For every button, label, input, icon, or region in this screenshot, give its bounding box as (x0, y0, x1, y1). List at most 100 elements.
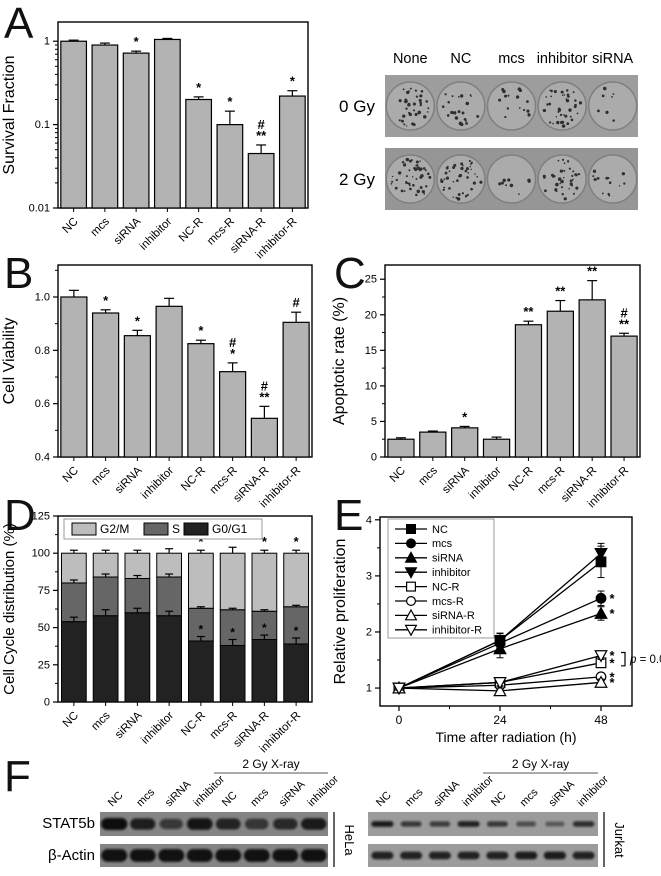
colony-dot (419, 186, 423, 189)
culture-dish (385, 81, 436, 131)
protein-band (130, 818, 156, 830)
colony-dot (563, 94, 566, 96)
colony-dot (502, 89, 506, 94)
protein-band (159, 818, 183, 830)
colony-dot (577, 172, 581, 176)
colony-dot (448, 170, 451, 173)
y-tick-label: 3 (366, 570, 372, 582)
protein-band (245, 818, 269, 830)
significance-marker: # (293, 295, 301, 310)
colony-dot (467, 171, 470, 174)
protein-band (101, 818, 128, 830)
legend-marker-NC (405, 524, 416, 535)
colony-dot (465, 122, 468, 125)
colony-dot (406, 100, 409, 103)
colony-dot (592, 175, 595, 178)
colony-dot (440, 179, 444, 183)
colony-dot (527, 113, 530, 115)
protein-band (272, 849, 299, 862)
colony-dot (504, 94, 508, 98)
colony-dot (574, 173, 578, 177)
bar-siRNA (122, 52, 150, 209)
legend-label: NC-R (432, 581, 460, 593)
colony-dot (570, 184, 574, 187)
colony-dot (575, 186, 579, 190)
colony-dot (460, 162, 464, 166)
cell-cycle-chart: 0 25 50 75 100 125 Cell Cycle distribution (%)… (1, 511, 313, 755)
significance-marker: ** (587, 264, 598, 279)
colony-dot (405, 107, 408, 110)
colony-dot (565, 89, 569, 92)
colony-dot (419, 167, 423, 171)
protein-band (516, 821, 537, 827)
colony-dot (461, 192, 464, 195)
colony-dot (426, 111, 429, 113)
colony-dot (457, 110, 461, 114)
bar-NC (60, 40, 88, 209)
significance-marker: * (134, 34, 140, 49)
y-tick-label: 1 (44, 36, 50, 48)
x-tick-label: 24 (493, 713, 507, 727)
segment-G2/M (251, 552, 278, 612)
lane-label: NC (489, 789, 509, 809)
colony-dot (563, 114, 565, 116)
colony-dot (526, 100, 529, 103)
culture-dish (436, 81, 486, 131)
protein-band (129, 849, 156, 862)
protein-band (400, 851, 423, 860)
lane-label: NC (220, 789, 240, 809)
protein-band (273, 818, 298, 830)
bar-NC (387, 438, 415, 458)
colony-dot (414, 112, 418, 117)
plot-frame (379, 516, 633, 707)
colony-dot (460, 166, 464, 171)
protein-band (457, 851, 480, 860)
protein-band (371, 851, 394, 860)
blot-membrane (100, 844, 328, 867)
colony-dot (527, 178, 531, 183)
protein-band (428, 851, 451, 860)
colony-dot (557, 177, 562, 181)
colony-dot (546, 103, 549, 106)
bar-mcs (91, 44, 119, 209)
significance-marker: * (196, 80, 202, 95)
colony-dot (569, 179, 573, 183)
colony-dot (474, 173, 476, 175)
bar-inhibitor-R (282, 321, 310, 458)
colony-dot (507, 94, 510, 97)
significance-marker: ** (523, 304, 534, 319)
colony-dot (469, 165, 471, 168)
significance-marker: # (620, 305, 628, 320)
colony-dot (452, 180, 455, 183)
culture-dish (537, 154, 587, 204)
significance-marker: * (262, 534, 268, 549)
colony-dot (470, 168, 473, 171)
colony-dot (568, 167, 571, 170)
segment-G2/M (124, 552, 151, 579)
colony-dot (612, 119, 615, 122)
colony-dot (464, 195, 468, 198)
colony-dot (561, 158, 565, 161)
lane-label: siRNA (547, 778, 578, 809)
colony-dot (415, 160, 419, 164)
colony-dot (415, 193, 418, 197)
colony-dot (601, 94, 605, 98)
y-tick-label: 0.01 (29, 203, 50, 215)
colony-dot (578, 101, 583, 105)
colony-dot (411, 159, 413, 161)
colony-dot (419, 94, 423, 98)
colony-dot (572, 91, 575, 94)
protein-band (243, 849, 270, 862)
colony-dot (458, 121, 463, 126)
colony-dot (623, 182, 626, 185)
colony-dot (559, 182, 561, 185)
segment-G0/G1 (219, 644, 246, 703)
colony-dot (470, 161, 473, 164)
colony-dot (550, 89, 553, 93)
significance-marker: * (135, 313, 141, 328)
colony-dot (618, 185, 621, 187)
significance-marker: # (258, 117, 266, 132)
bar-siRNA-R (578, 299, 606, 458)
